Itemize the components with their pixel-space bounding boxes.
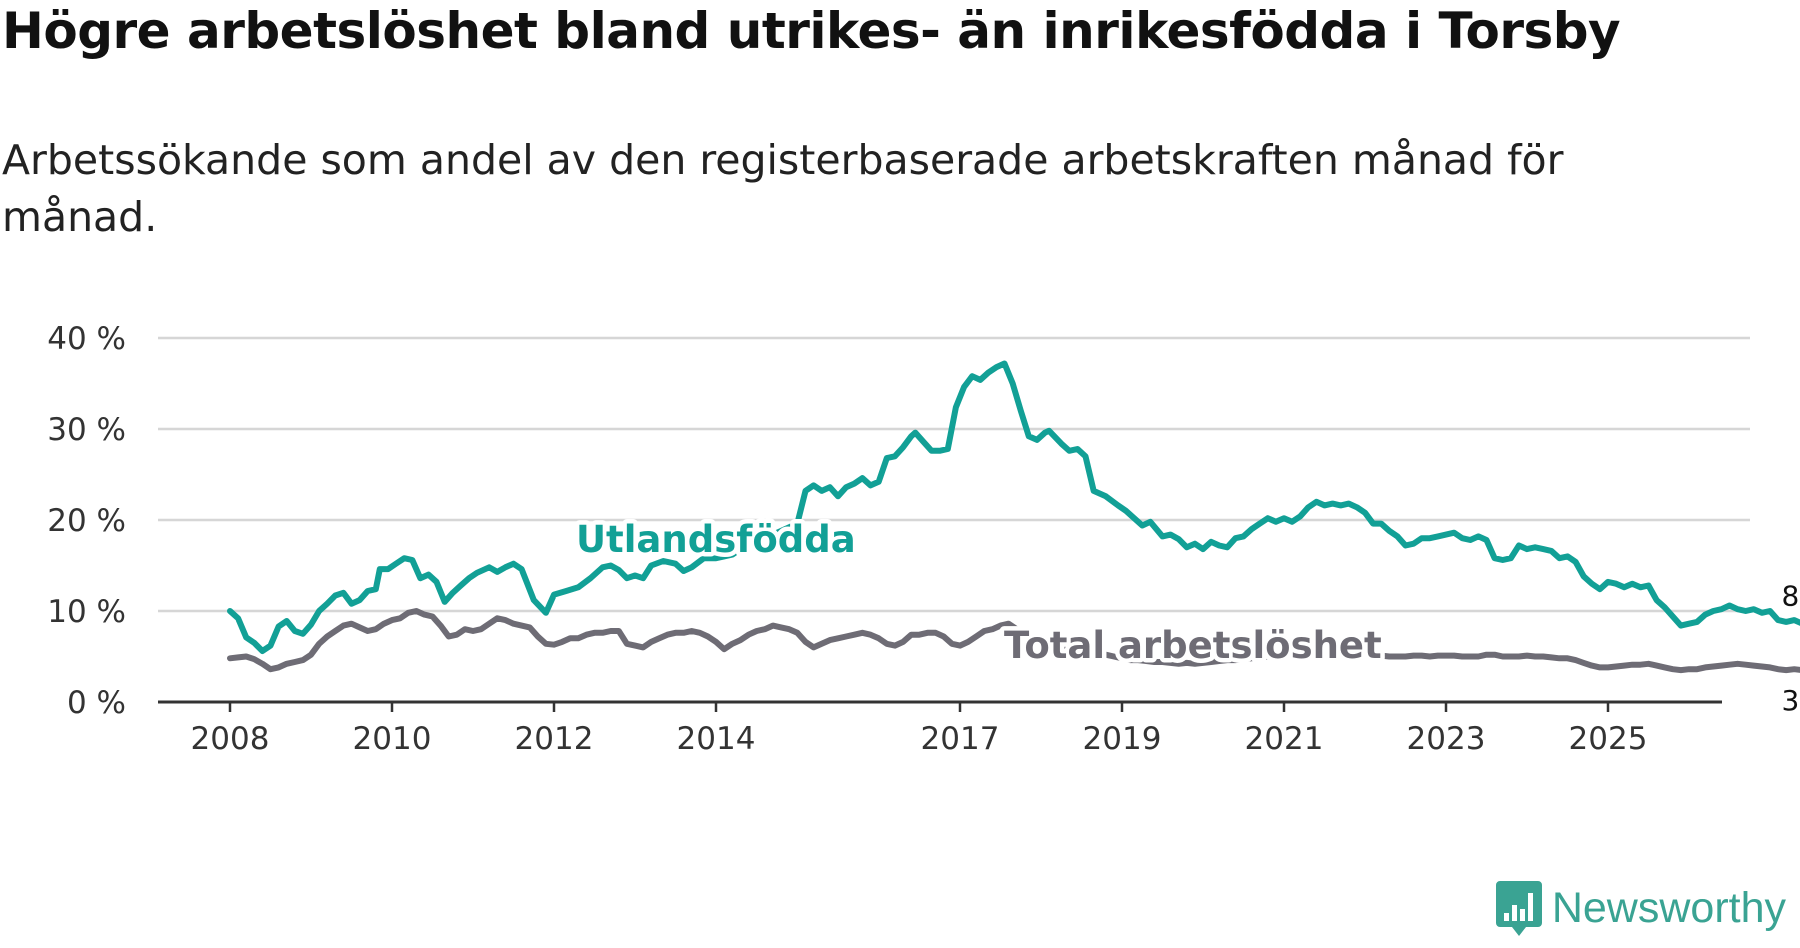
series-line-utlandsfodda bbox=[227, 360, 1800, 654]
series-lines bbox=[227, 360, 1800, 674]
series-label-total-halo: Total arbetslöshet bbox=[1004, 624, 1382, 667]
y-tick-label: 30 % bbox=[47, 412, 126, 448]
x-tick-label: 2019 bbox=[1083, 721, 1162, 757]
y-tick-label: 40 % bbox=[47, 321, 126, 357]
chart-subtitle: Arbetssökande som andel av den registerb… bbox=[2, 136, 1564, 241]
gridlines bbox=[158, 336, 1750, 613]
x-tick-label: 2025 bbox=[1569, 721, 1648, 757]
y-tick-label: 0 % bbox=[67, 685, 126, 721]
x-tick-label: 2010 bbox=[353, 721, 432, 757]
brand-name: Newsworthy bbox=[1551, 883, 1786, 932]
y-tick-label: 20 % bbox=[47, 503, 126, 539]
newsworthy-logo: Newsworthy bbox=[1495, 876, 1786, 940]
y-tick-label: 10 % bbox=[47, 594, 126, 630]
y-axis-ticks: 0 % 10 % 20 % 30 % 40 % bbox=[47, 321, 126, 721]
end-label-total-group: 3,4 %3,4 % bbox=[1777, 680, 1800, 722]
chart-title: Högre arbetslöshet bland utrikes- än inr… bbox=[2, 2, 1621, 60]
end-label-utlandsfodda-halo: 8,3 % bbox=[1782, 579, 1800, 612]
x-axis: 2008 2010 2012 2014 2017 2019 2021 2023 2025 bbox=[158, 700, 1722, 757]
x-tick-label: 2014 bbox=[677, 721, 756, 757]
series-line-total bbox=[227, 608, 1800, 674]
end-label-total-halo: 3,4 % bbox=[1782, 684, 1800, 717]
x-tick-label: 2012 bbox=[515, 721, 594, 757]
series-label-utlandsfodda-halo: Utlandsfödda bbox=[576, 518, 856, 561]
bar-chart-icon bbox=[1495, 881, 1542, 936]
x-tick-label: 2021 bbox=[1245, 721, 1324, 757]
x-tick-label: 2023 bbox=[1407, 721, 1486, 757]
x-tick-label: 2008 bbox=[191, 721, 270, 757]
series-label-utlandsfodda: Utlandsfödda bbox=[576, 518, 856, 561]
end-label-total: 3,4 % bbox=[1782, 684, 1800, 717]
end-label-utlandsfodda-group: 8,3 %8,3 % bbox=[1777, 575, 1800, 617]
end-label-utlandsfodda: 8,3 % bbox=[1782, 579, 1800, 612]
series-label-total: Total arbetslöshet bbox=[1004, 624, 1382, 667]
x-tick-label: 2017 bbox=[921, 721, 1000, 757]
